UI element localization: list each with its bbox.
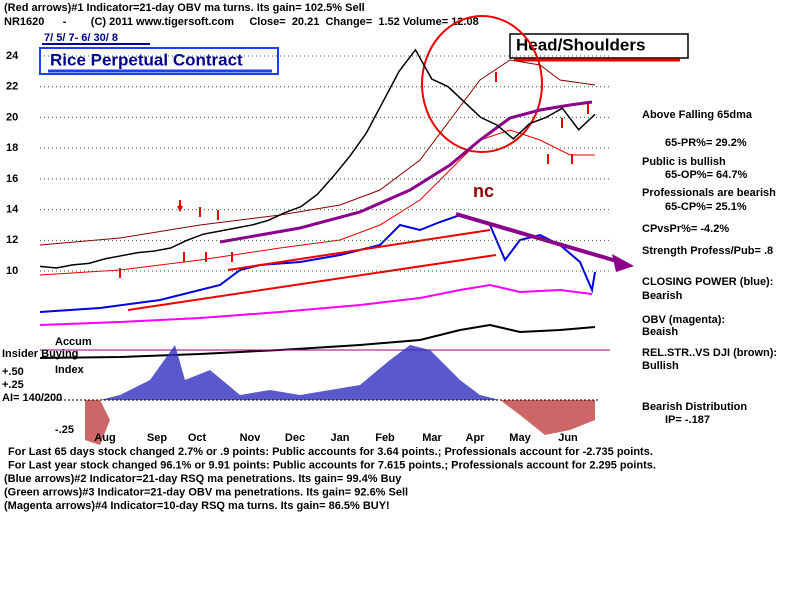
side-text: 65-CP%= 25.1% <box>665 201 747 213</box>
ma-line <box>219 100 593 244</box>
trend-line <box>127 254 497 311</box>
date-range: 7/ 5/ 7- 6/ 30/ 8 <box>44 32 118 44</box>
side-text: 65-OP%= 64.7% <box>665 169 747 181</box>
x-tick-label: Nov <box>240 432 262 444</box>
highlight-circle <box>421 15 543 153</box>
left-text: -.25 <box>55 424 74 436</box>
annotation: Head/Shoulders <box>516 35 645 54</box>
band-lower <box>39 129 595 276</box>
left-text: Accum <box>55 336 92 348</box>
y-tick-label: 14 <box>6 203 19 215</box>
left-text: +.50 <box>2 366 24 378</box>
footer-text: (Green arrows)#3 Indicator=21-day OBV ma… <box>4 486 408 498</box>
side-text: CPvsPr%= -4.2% <box>642 223 729 235</box>
side-text: Bullish <box>642 360 679 372</box>
side-text: Bearish <box>642 290 683 302</box>
left-text: +.25 <box>2 379 24 391</box>
footer-text: For Last year stock changed 96.1% or 9.9… <box>8 459 656 471</box>
y-tick-label: 12 <box>6 234 18 246</box>
left-text: Insider Buying <box>2 348 78 360</box>
price-line <box>39 48 596 269</box>
y-tick-label: 10 <box>6 265 18 277</box>
header: NR1620 - (C) 2011 www.tigersoft.com Clos… <box>4 16 479 28</box>
left-text: Index <box>55 364 85 376</box>
x-tick-label: Oct <box>188 432 207 444</box>
side-text: Bearish Distribution <box>642 401 747 413</box>
y-tick-label: 24 <box>6 50 19 62</box>
x-tick-label: Jan <box>331 432 350 444</box>
annotation-box <box>509 33 689 59</box>
side-text: Public is bullish <box>642 156 726 168</box>
x-tick-label: Jun <box>558 432 578 444</box>
rel-strength <box>39 323 596 359</box>
x-tick-label: Sep <box>147 432 167 444</box>
footer-text: For Last 65 days stock changed 2.7% or .… <box>8 446 653 458</box>
left-text: AI= 140/200 <box>2 392 62 404</box>
header: (Red arrows)#1 Indicator=21-day OBV ma t… <box>4 2 365 14</box>
footer-text: (Blue arrows)#2 Indicator=21-day RSQ ma … <box>4 473 402 485</box>
side-text: REL.STR..VS DJI (brown): <box>642 347 777 359</box>
footer-text: (Magenta arrows)#4 Indicator=10-day RSQ … <box>4 500 390 512</box>
band-upper <box>39 59 596 246</box>
side-text: Strength Profess/Pub= .8 <box>642 245 773 257</box>
side-text: 65-PR%= 29.2% <box>665 137 747 149</box>
x-tick-label: Dec <box>285 432 305 444</box>
x-tick-label: Apr <box>466 432 486 444</box>
side-text: OBV (magenta): <box>642 314 725 326</box>
y-tick-label: 18 <box>6 142 18 154</box>
side-text: CLOSING POWER (blue): <box>642 276 773 288</box>
x-tick-label: Feb <box>375 432 395 444</box>
accum-negative <box>85 400 595 445</box>
side-text: IP= -.187 <box>665 414 710 426</box>
side-text: Beaish <box>642 326 678 338</box>
y-tick-label: 20 <box>6 111 18 123</box>
x-tick-label: Aug <box>94 432 115 444</box>
y-tick-label: 16 <box>6 173 18 185</box>
side-text: Above Falling 65dma <box>642 109 753 121</box>
trend-line <box>455 212 621 264</box>
chart-title: Rice Perpetual Contract <box>50 50 243 69</box>
x-tick-label: Mar <box>422 432 442 444</box>
x-tick-label: May <box>509 432 531 444</box>
arrow-head <box>612 254 634 272</box>
signal-arrows <box>119 72 589 278</box>
y-tick-label: 22 <box>6 81 18 93</box>
trend-line <box>227 229 491 271</box>
side-text: Professionals are bearish <box>642 187 776 199</box>
annotation: nc <box>473 181 494 201</box>
accum-positive <box>100 345 500 400</box>
obv-line <box>39 283 593 326</box>
